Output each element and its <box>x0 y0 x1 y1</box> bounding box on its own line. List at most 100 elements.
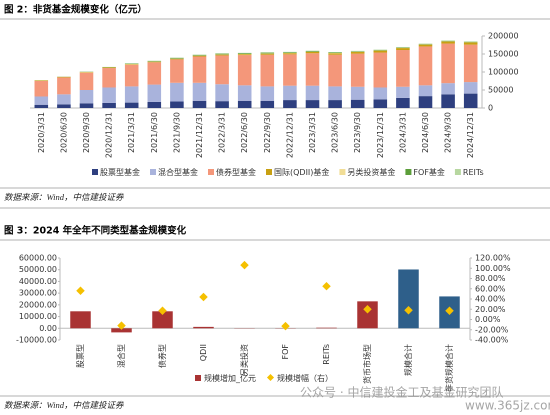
bar-segment <box>34 81 49 97</box>
y2-tick-label: 20.00% <box>475 305 506 314</box>
bar-segment <box>441 43 455 84</box>
x-tick-label: 2024/9/30 <box>444 112 453 153</box>
bar-segment <box>283 85 297 101</box>
bar <box>70 311 91 329</box>
x-tick-label: 2020/12/31 <box>105 112 114 158</box>
bar-segment <box>463 41 478 42</box>
y2-tick-label: 0.00% <box>475 315 501 324</box>
marker <box>76 286 85 296</box>
bar <box>357 301 378 329</box>
bar-segment <box>147 84 162 102</box>
marker <box>322 281 331 291</box>
y2-tick-label: -20.00% <box>475 325 509 334</box>
x-tick-label: 2021/6/30 <box>150 112 159 153</box>
x-tick-label: REITs <box>322 344 331 365</box>
bar-segment <box>463 42 478 45</box>
x-tick-label: 2021/3/31 <box>127 112 136 153</box>
legend-label: 混合型基金 <box>158 167 198 177</box>
bar-segment <box>102 87 116 103</box>
y-tick-label: 10000.00 <box>19 312 57 321</box>
bar-segment <box>463 82 478 94</box>
bar-segment <box>237 55 252 86</box>
bar-segment <box>350 51 365 52</box>
x-tick-label: 2023/3/31 <box>308 112 317 153</box>
legend-swatch <box>454 169 461 175</box>
bar-segment <box>124 64 139 65</box>
legend-label: 国际(QDII)基金 <box>274 167 329 177</box>
legend-swatch <box>195 375 201 381</box>
x-tick-label: 2024/6/30 <box>421 112 430 153</box>
legend-swatch <box>339 169 346 175</box>
bar-segment <box>260 86 275 101</box>
legend-label: 规模增加_亿元 <box>204 373 256 383</box>
bar-segment <box>237 85 252 101</box>
bar-segment <box>396 48 410 51</box>
bar-segment <box>215 54 229 56</box>
watermark: 公众号 · 中信建投金工及基金研究团队 <box>300 385 503 400</box>
bar-segment <box>192 100 207 108</box>
bar-segment <box>34 96 49 105</box>
bar-segment <box>350 52 365 54</box>
x-tick-label: QDII <box>199 344 208 361</box>
y-tick-label: 60000.00 <box>19 254 57 263</box>
bar-segment <box>79 72 94 73</box>
x-tick-label: 2021/12/31 <box>195 112 204 158</box>
bar-segment <box>260 100 275 108</box>
bar-segment <box>57 94 71 105</box>
bar-segment <box>373 99 388 108</box>
bar-segment <box>102 67 116 69</box>
y-tick-label: 0 <box>488 104 493 113</box>
y2-tick-label: 40.00% <box>475 295 506 304</box>
bar-segment <box>215 101 229 108</box>
x-tick-label: 2021/9/30 <box>172 112 181 153</box>
bar-segment <box>260 54 275 87</box>
y-tick-label: 150000 <box>488 50 519 59</box>
marker <box>281 321 290 331</box>
bar-segment <box>215 55 229 85</box>
x-tick-label: FOF <box>281 344 290 360</box>
bar-segment <box>418 85 433 97</box>
bar-segment <box>396 86 410 98</box>
x-tick-label: 2022/3/31 <box>218 112 227 153</box>
source: 数据来源：Wind，中信建投证券 <box>4 192 125 202</box>
bar-segment <box>328 54 342 87</box>
x-tick-label: 2022/6/30 <box>240 112 249 153</box>
x-tick-label: 2020/3/31 <box>37 112 46 153</box>
chart-title: 图 3：2024 年全年不同类型基金规模变化 <box>4 225 187 237</box>
x-tick-label: 2023/6/30 <box>331 112 340 153</box>
bar-segment <box>328 53 342 55</box>
y-tick-label: 30000.00 <box>19 289 57 298</box>
bar-segment <box>147 62 162 85</box>
x-tick-label: 2023/9/30 <box>353 112 362 153</box>
bar-segment <box>328 86 342 101</box>
bar-segment <box>237 54 252 56</box>
y-tick-label: 50000.00 <box>19 265 57 274</box>
y-tick-label: 20000.00 <box>19 300 57 309</box>
bar-segment <box>192 55 207 57</box>
bar-segment <box>192 54 207 56</box>
legend-swatch <box>208 169 214 175</box>
y-tick-label: -10000.00 <box>16 336 57 345</box>
y-tick-label: 0.00 <box>39 324 57 333</box>
bar-segment <box>170 101 184 108</box>
bar <box>316 327 337 329</box>
bar-segment <box>170 58 184 60</box>
bar-segment <box>102 68 116 88</box>
bar <box>111 328 132 333</box>
x-tick-label: 2022/9/30 <box>263 112 272 153</box>
bar-segment <box>441 83 455 95</box>
bar-segment <box>396 50 410 87</box>
x-tick-label: 另类投资 <box>239 344 249 376</box>
bar-segment <box>463 93 478 108</box>
bar-segment <box>79 90 94 104</box>
bar-segment <box>57 77 71 95</box>
bar-segment <box>215 84 229 102</box>
legend-label: 股票型基金 <box>100 167 140 177</box>
legend-swatch <box>405 169 412 175</box>
source: 数据来源：Wind，中信建投证券 <box>4 400 125 410</box>
y-tick-label: 100000 <box>488 68 519 77</box>
watermark: www.365jz.com <box>465 399 550 413</box>
y2-tick-label: -40.00% <box>475 336 509 345</box>
bar-segment <box>79 72 94 90</box>
legend-label: REITs <box>463 168 484 177</box>
